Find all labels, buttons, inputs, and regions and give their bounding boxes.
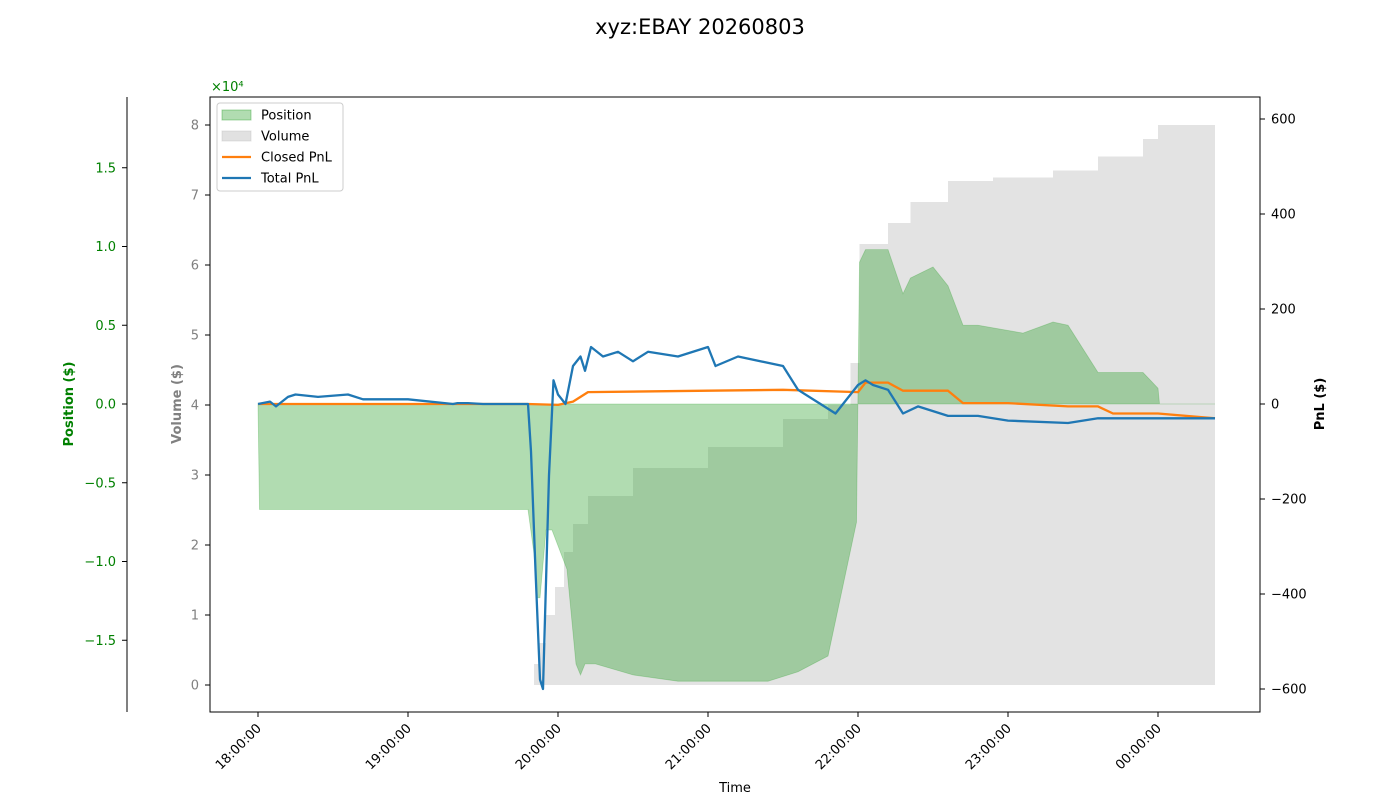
x-axis-label: Time xyxy=(718,781,751,796)
volume-area xyxy=(258,125,1215,685)
volume-tick-label: 7 xyxy=(191,189,199,204)
position-tick-label: −1.5 xyxy=(84,634,116,649)
x-tick-label: 22:00:00 xyxy=(813,721,865,773)
position-tick-label: −0.5 xyxy=(84,476,116,491)
volume-axis-label: Volume ($) xyxy=(170,364,185,444)
volume-tick-label: 5 xyxy=(191,329,199,344)
volume-tick-label: 2 xyxy=(191,539,199,554)
x-tick-label: 19:00:00 xyxy=(363,721,415,773)
position-tick-label: 0.0 xyxy=(95,398,116,413)
x-tick-label: 20:00:00 xyxy=(513,721,565,773)
legend-frame xyxy=(216,102,344,192)
fill-layer xyxy=(257,125,1215,685)
legend-label: Volume xyxy=(261,130,309,145)
volume-tick-label: 1 xyxy=(191,609,199,624)
legend-swatch xyxy=(221,109,252,121)
pnl-tick-label: −400 xyxy=(1271,588,1307,603)
position-axis: 1.5 1.0 0.5 0.0 −0.5 −1.0 −1.5 xyxy=(84,161,127,649)
total-pnl-line xyxy=(257,345,1215,691)
legend-label: Total PnL xyxy=(260,172,319,187)
time-axis: 18:00:00 19:00:00 20:00:00 21:00:00 22:00:00… xyxy=(213,712,1165,773)
legend-swatch xyxy=(221,130,252,142)
position-area xyxy=(257,249,1215,682)
position-tick-label: 1.5 xyxy=(95,161,116,176)
pnl-tick-label: −600 xyxy=(1271,683,1307,698)
x-tick-label: 18:00:00 xyxy=(213,721,265,773)
pnl-tick-label: 200 xyxy=(1271,303,1296,318)
volume-tick-label: 6 xyxy=(191,259,199,274)
position-axis-label: Position ($) xyxy=(62,362,77,447)
x-tick-label: 21:00:00 xyxy=(663,721,715,773)
closed-pnl-line xyxy=(258,381,1216,420)
position-tick-label: 0.5 xyxy=(95,319,116,334)
legend-label: Closed PnL xyxy=(261,151,333,166)
volume-tick-label: 4 xyxy=(191,399,199,414)
pnl-tick-label: −200 xyxy=(1271,493,1307,508)
x-tick-label: 23:00:00 xyxy=(963,721,1015,773)
pnl-tick-label: 400 xyxy=(1271,208,1296,223)
position-tick-label: −1.0 xyxy=(84,555,116,570)
volume-scale-label: ×10⁴ xyxy=(211,80,244,95)
chart-title: xyz:EBAY 20260803 xyxy=(595,15,805,39)
legend-label: Position xyxy=(261,109,312,124)
pnl-axis: 600 400 200 0 −200 −400 −600 xyxy=(1260,113,1307,698)
volume-tick-label: 8 xyxy=(191,119,199,134)
volume-tick-label: 0 xyxy=(191,679,199,694)
line-layer xyxy=(257,345,1216,691)
legend: Position Volume Closed PnL Total PnL xyxy=(216,102,344,192)
pnl-axis-label: PnL ($) xyxy=(1313,378,1328,431)
position-tick-label: 1.0 xyxy=(95,240,116,255)
pnl-tick-label: 600 xyxy=(1271,113,1296,128)
pnl-tick-label: 0 xyxy=(1271,398,1279,413)
volume-axis: 8 7 6 5 4 3 2 1 0 xyxy=(191,119,210,694)
x-tick-label: 00:00:00 xyxy=(1113,721,1165,773)
volume-tick-label: 3 xyxy=(191,469,199,484)
